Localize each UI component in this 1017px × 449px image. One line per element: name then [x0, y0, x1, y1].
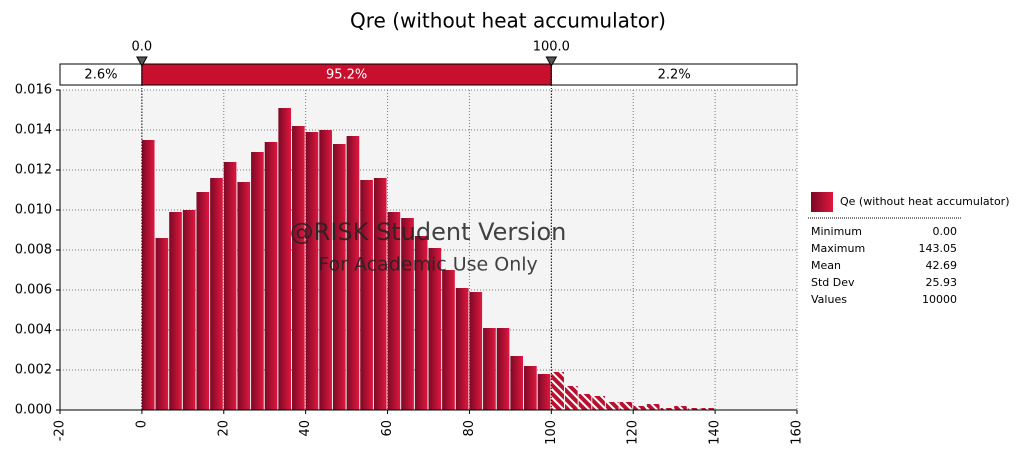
bar — [592, 396, 605, 410]
region-label: 95.2% — [326, 68, 367, 83]
stat-value: 25.93 — [926, 276, 958, 289]
bar — [292, 126, 305, 410]
y-tick-label: 0.016 — [15, 83, 52, 98]
bar — [182, 210, 196, 410]
x-tick-label: 40 — [298, 420, 313, 437]
stat-label: Minimum — [811, 225, 862, 238]
x-tick-label: 160 — [790, 420, 805, 445]
stat-value: 10000 — [922, 293, 957, 306]
x-tick-label: 20 — [216, 420, 231, 437]
stat-label: Mean — [811, 259, 841, 272]
x-tick-label: 120 — [626, 420, 641, 445]
bar — [373, 178, 387, 410]
delimiter-marker — [545, 56, 558, 68]
bar — [646, 404, 660, 410]
x-tick-label: 0 — [134, 420, 149, 428]
bar — [455, 288, 469, 410]
bar — [346, 136, 360, 410]
chart-title: Qre (without heat accumulator) — [350, 9, 666, 33]
bar — [251, 152, 264, 410]
delimiter-label: 100.0 — [533, 40, 570, 55]
bar — [155, 238, 169, 410]
bar — [223, 162, 237, 410]
bar — [537, 374, 551, 410]
bar — [332, 144, 346, 410]
bar — [619, 402, 633, 410]
x-tick-label: 60 — [380, 420, 395, 437]
x-tick-label: 140 — [708, 420, 723, 445]
y-tick-label: 0.000 — [15, 403, 52, 418]
bar — [564, 386, 578, 410]
delimiter-label: 0.0 — [132, 40, 153, 55]
bar — [496, 328, 510, 410]
stat-label: Maximum — [811, 242, 865, 255]
legend-label: Qe (without heat accumulator) — [840, 195, 1010, 208]
bar — [141, 140, 155, 410]
bar — [305, 132, 319, 410]
y-tick-label: 0.014 — [15, 123, 52, 138]
y-tick-label: 0.008 — [15, 243, 52, 258]
bar — [551, 372, 564, 410]
y-tick-label: 0.004 — [15, 323, 52, 338]
region-box — [550, 63, 798, 86]
bar — [210, 178, 223, 410]
bar — [360, 180, 373, 410]
stat-value: 0.00 — [933, 225, 958, 238]
bar — [701, 408, 715, 410]
bar — [674, 406, 687, 410]
watermark: @RISK Student Version — [290, 218, 567, 246]
legend-swatch — [811, 192, 833, 212]
x-tick-label: -20 — [53, 420, 68, 441]
bar — [660, 408, 674, 410]
region-label: 2.2% — [658, 68, 691, 83]
delimiter-marker — [136, 56, 148, 68]
bar — [687, 408, 701, 410]
bar — [469, 292, 483, 410]
bar — [401, 218, 414, 410]
bar — [605, 402, 619, 410]
bar — [578, 394, 592, 410]
y-tick-label: 0.012 — [15, 163, 52, 178]
bar — [196, 192, 210, 410]
bar — [319, 130, 332, 410]
y-tick-label: 0.002 — [15, 363, 52, 378]
bar — [169, 212, 182, 410]
bar — [278, 108, 292, 410]
y-tick-label: 0.010 — [15, 203, 52, 218]
region-label: 2.6% — [84, 68, 117, 83]
x-tick-label: 100 — [544, 420, 559, 445]
bar — [483, 328, 496, 410]
bar — [414, 236, 428, 410]
bar — [264, 142, 278, 410]
bar — [428, 248, 442, 410]
bar — [510, 356, 524, 410]
bar — [387, 212, 401, 410]
bar — [524, 366, 537, 410]
y-tick-label: 0.006 — [15, 283, 52, 298]
stat-value: 42.69 — [926, 259, 958, 272]
bar — [237, 182, 251, 410]
watermark: For Academic Use Only — [318, 254, 538, 276]
stat-label: Values — [811, 293, 847, 306]
stat-label: Std Dev — [811, 276, 855, 289]
x-tick-label: 80 — [462, 420, 477, 437]
bar — [442, 270, 455, 410]
stat-value: 143.05 — [919, 242, 958, 255]
bar — [633, 406, 646, 410]
